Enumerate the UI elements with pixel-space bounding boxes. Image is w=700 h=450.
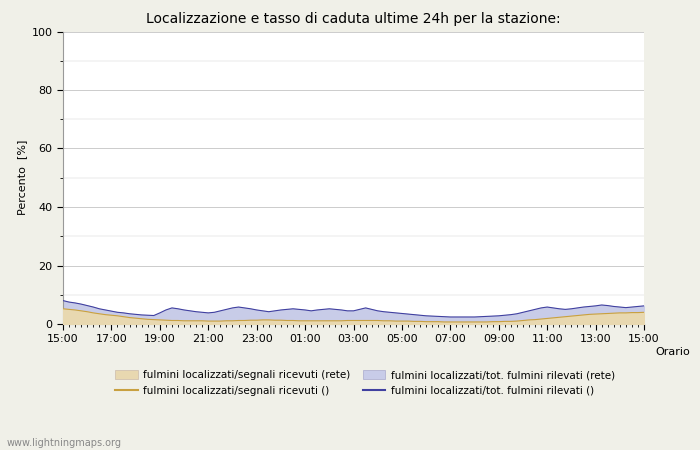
Legend: fulmini localizzati/segnali ricevuti (rete), fulmini localizzati/segnali ricevut: fulmini localizzati/segnali ricevuti (re…: [115, 370, 615, 396]
Text: www.lightningmaps.org: www.lightningmaps.org: [7, 438, 122, 448]
Title: Localizzazione e tasso di caduta ultime 24h per la stazione:: Localizzazione e tasso di caduta ultime …: [146, 12, 561, 26]
Text: Orario: Orario: [656, 347, 690, 357]
Y-axis label: Percento  [%]: Percento [%]: [18, 140, 27, 216]
